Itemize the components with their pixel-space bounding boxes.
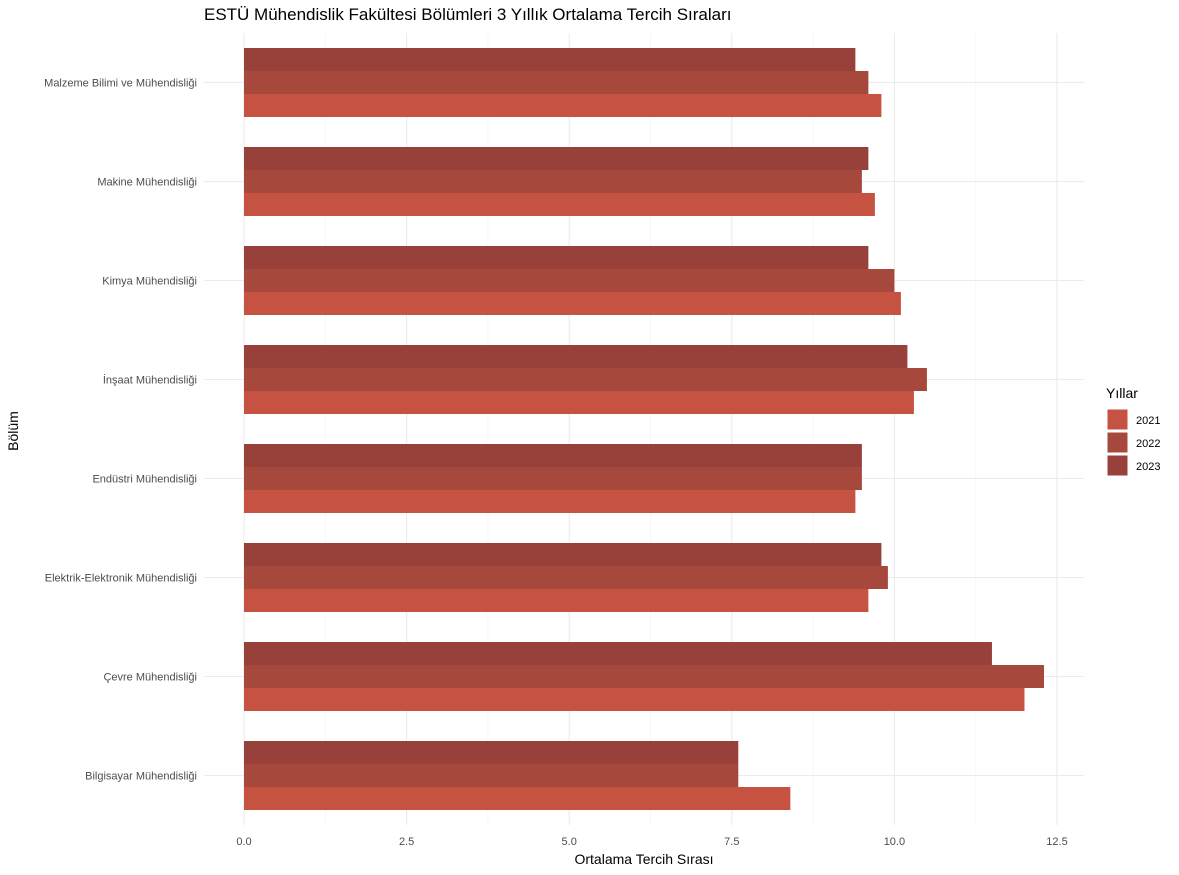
y-tick-label: Bilgisayar Mühendisliği xyxy=(85,771,197,783)
legend-title: Yıllar xyxy=(1106,385,1138,401)
bar-2021 xyxy=(244,292,901,315)
bar-2021 xyxy=(244,787,791,810)
bar-2022 xyxy=(244,764,739,787)
x-tick-label: 7.5 xyxy=(724,836,739,848)
bar-2021 xyxy=(244,391,914,414)
bar-2022 xyxy=(244,269,895,292)
bar-2022 xyxy=(244,71,869,94)
bar-2023 xyxy=(244,246,869,269)
legend-key-2022 xyxy=(1106,431,1129,454)
bar-2022 xyxy=(244,566,888,589)
y-tick-label: Çevre Mühendisliği xyxy=(103,672,197,684)
y-tick-labels: Malzeme Bilimi ve Mühendisliği Makine Müh… xyxy=(44,78,197,783)
bars xyxy=(244,48,1044,810)
legend-label-2021: 2021 xyxy=(1136,415,1160,427)
x-tick-label: 0.0 xyxy=(236,836,251,848)
chart-title: ESTÜ Mühendislik Fakültesi Bölümleri 3 Y… xyxy=(204,5,732,24)
bar-2021 xyxy=(244,589,869,612)
bar-2022 xyxy=(244,665,1044,688)
y-tick-label: İnşaat Mühendisliği xyxy=(103,374,197,387)
y-tick-label: Makine Mühendisliği xyxy=(97,177,197,189)
bar-2022 xyxy=(244,170,862,193)
y-tick-label: Elektrik-Elektronik Mühendisliği xyxy=(45,573,197,585)
y-tick-label: Malzeme Bilimi ve Mühendisliği xyxy=(44,78,197,90)
bar-2023 xyxy=(244,48,856,71)
bar-2021 xyxy=(244,688,1025,711)
y-tick-label: Endüstri Mühendisliği xyxy=(92,474,197,486)
bar-2023 xyxy=(244,543,882,566)
legend-label-2023: 2023 xyxy=(1136,461,1160,473)
bar-2023 xyxy=(244,444,862,467)
bar-2021 xyxy=(244,193,875,216)
legend-key-2023 xyxy=(1106,454,1129,477)
x-tick-label: 12.5 xyxy=(1046,836,1067,848)
x-tick-label: 5.0 xyxy=(562,836,577,848)
x-tick-labels: 0.0 2.5 5.0 7.5 10.0 12.5 xyxy=(236,836,1067,848)
bar-2021 xyxy=(244,490,856,513)
bar-2021 xyxy=(244,94,882,117)
y-axis-title: Bölüm xyxy=(5,411,21,451)
x-tick-label: 2.5 xyxy=(399,836,414,848)
bar-2023 xyxy=(244,147,869,170)
legend: Yıllar 2021 2022 2023 xyxy=(1106,385,1160,477)
x-axis-title: Ortalama Tercih Sırası xyxy=(574,851,713,867)
x-tick-label: 10.0 xyxy=(884,836,905,848)
bar-2022 xyxy=(244,467,862,490)
bar-2023 xyxy=(244,642,992,665)
bar-2022 xyxy=(244,368,927,391)
bar-2023 xyxy=(244,741,739,764)
legend-label-2022: 2022 xyxy=(1136,438,1160,450)
legend-key-2021 xyxy=(1106,408,1129,431)
bar-2023 xyxy=(244,345,908,368)
y-tick-label: Kimya Mühendisliği xyxy=(102,276,197,288)
